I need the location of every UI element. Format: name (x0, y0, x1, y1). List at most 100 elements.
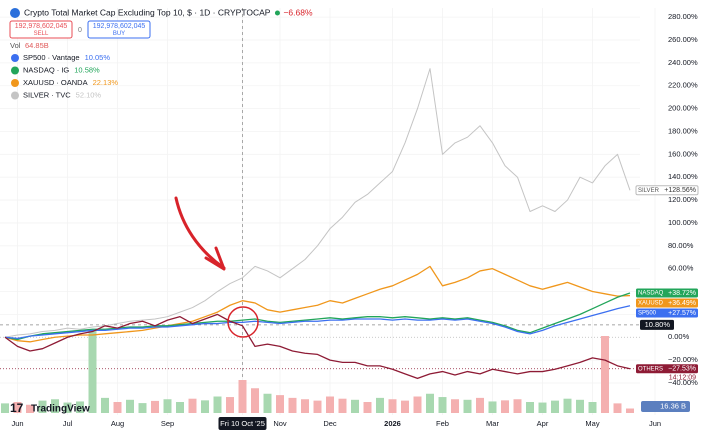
x-tick-label: Feb (436, 419, 449, 428)
y-tick-label: 140.00% (668, 172, 698, 181)
y-tick-label: 160.00% (668, 149, 698, 158)
volume-bar (88, 330, 97, 413)
market-status (274, 10, 280, 16)
value-tag (636, 288, 698, 298)
volume-bar (463, 399, 472, 413)
value-tag (636, 298, 698, 308)
legend-entry: SP500 · Vantage 10.05% (11, 53, 110, 62)
legend-icon (11, 79, 19, 87)
volume-bar (101, 397, 109, 413)
y-tick-label: 120.00% (668, 195, 698, 204)
volume-pane (1, 330, 634, 413)
countdown: 14:12:09 (669, 375, 696, 382)
axes: −40.00%−20.00%0.00%20.00%40.00%60.00%80.… (11, 12, 699, 430)
buy-label: BUY (113, 31, 125, 37)
volume-bar (76, 401, 84, 413)
y-tick-label: 220.00% (668, 81, 698, 90)
value-tag-name: NASDAQ (638, 291, 664, 297)
y-tick-label: 260.00% (668, 35, 698, 44)
volume-bar (476, 397, 484, 413)
legend-label: SILVER · TVC (23, 90, 71, 99)
volume-bar (238, 380, 247, 413)
legend-icon (11, 54, 19, 62)
volume-value: 64.85B (25, 41, 49, 50)
volume-bar (588, 402, 597, 413)
legend-label: XAUUSD · OANDA (23, 78, 88, 87)
volume-bar (601, 336, 609, 413)
volume-bar (63, 402, 72, 413)
annotation-arrow (174, 196, 226, 270)
volume-bar (251, 388, 259, 413)
volume-bar (563, 398, 572, 413)
y-tick-label: 180.00% (668, 126, 698, 135)
volume-bar (363, 402, 372, 413)
volume-bar (301, 399, 309, 413)
volume-bar (288, 397, 297, 413)
value-label: +38.72% (668, 290, 696, 297)
legend-value: 10.58% (74, 65, 100, 74)
value-tag-name: SILVER (638, 188, 660, 194)
legend-entry: NASDAQ · IG 10.58% (11, 65, 100, 75)
x-tick-label: Aug (111, 419, 124, 428)
value-tag (636, 364, 698, 374)
volume-bar (213, 396, 222, 413)
volume-bar (413, 396, 422, 413)
x-tick-label: Jul (63, 419, 73, 428)
volume-bar (488, 401, 497, 413)
value-tag-name: OTHERS (638, 366, 663, 372)
volume-bar (163, 399, 172, 413)
legend-value: 52.10% (76, 90, 102, 99)
legend-label: SP500 · Vantage (23, 53, 80, 62)
brand-logo: 17 (10, 401, 24, 415)
volume-bar (201, 400, 209, 413)
buy-button[interactable] (87, 20, 151, 39)
volume-bar (188, 398, 197, 413)
x-tick-label: Mar (486, 419, 499, 428)
legend-entry: XAUUSD · OANDA 22.13% (11, 78, 118, 87)
volume-bar (613, 403, 622, 413)
brand-name: TradingView (31, 404, 90, 415)
x-tick-label: May (585, 419, 599, 428)
x-crosshair-label: Fri 10 Oct '25 (220, 419, 265, 428)
volume-bar (51, 399, 59, 413)
volume-bar (426, 393, 434, 413)
value-tag (636, 308, 698, 318)
volume-bar (138, 403, 147, 413)
volume-bar (438, 397, 447, 413)
volume-bar (26, 404, 34, 413)
volume-label: Vol (10, 41, 21, 50)
x-tick-label: Nov (273, 419, 287, 428)
volume-value-label: 16.36 B (660, 401, 686, 410)
legend-label: NASDAQ · IG (23, 65, 69, 74)
sell-button[interactable] (9, 20, 73, 39)
y-tick-label: 280.00% (668, 12, 698, 21)
crosshair-x-box (218, 417, 267, 430)
y-tick-label: 60.00% (668, 264, 694, 273)
volume-bar (113, 402, 122, 413)
volume-bar (151, 400, 159, 413)
x-tick-label: 2026 (384, 419, 401, 428)
annotation-circle (227, 306, 259, 338)
volume-bar (226, 397, 234, 413)
series-line (4, 305, 631, 340)
symbol-icon (10, 8, 20, 18)
volume-bar (313, 400, 322, 413)
volume-bar (13, 402, 22, 413)
volume-bar (501, 400, 509, 413)
legend-entry: SILVER · TVC 52.10% (11, 90, 102, 100)
x-tick-label: Dec (323, 419, 337, 428)
x-tick-label: Apr (537, 419, 549, 428)
volume-bar (513, 399, 522, 413)
volume-bar (526, 402, 534, 413)
legend: SP500 · Vantage 10.05% NASDAQ · IG 10.58% XA… (11, 53, 118, 100)
y-tick-label: 100.00% (668, 218, 698, 227)
volume-bar (338, 398, 347, 413)
volume-bar (538, 402, 547, 413)
legend-value: 10.05% (85, 53, 111, 62)
sell-label: SELL (34, 31, 49, 37)
annotation-arrowhead (204, 246, 226, 271)
volume-bar (1, 403, 9, 413)
legend-icon (11, 66, 19, 75)
volume-bar (451, 399, 459, 413)
